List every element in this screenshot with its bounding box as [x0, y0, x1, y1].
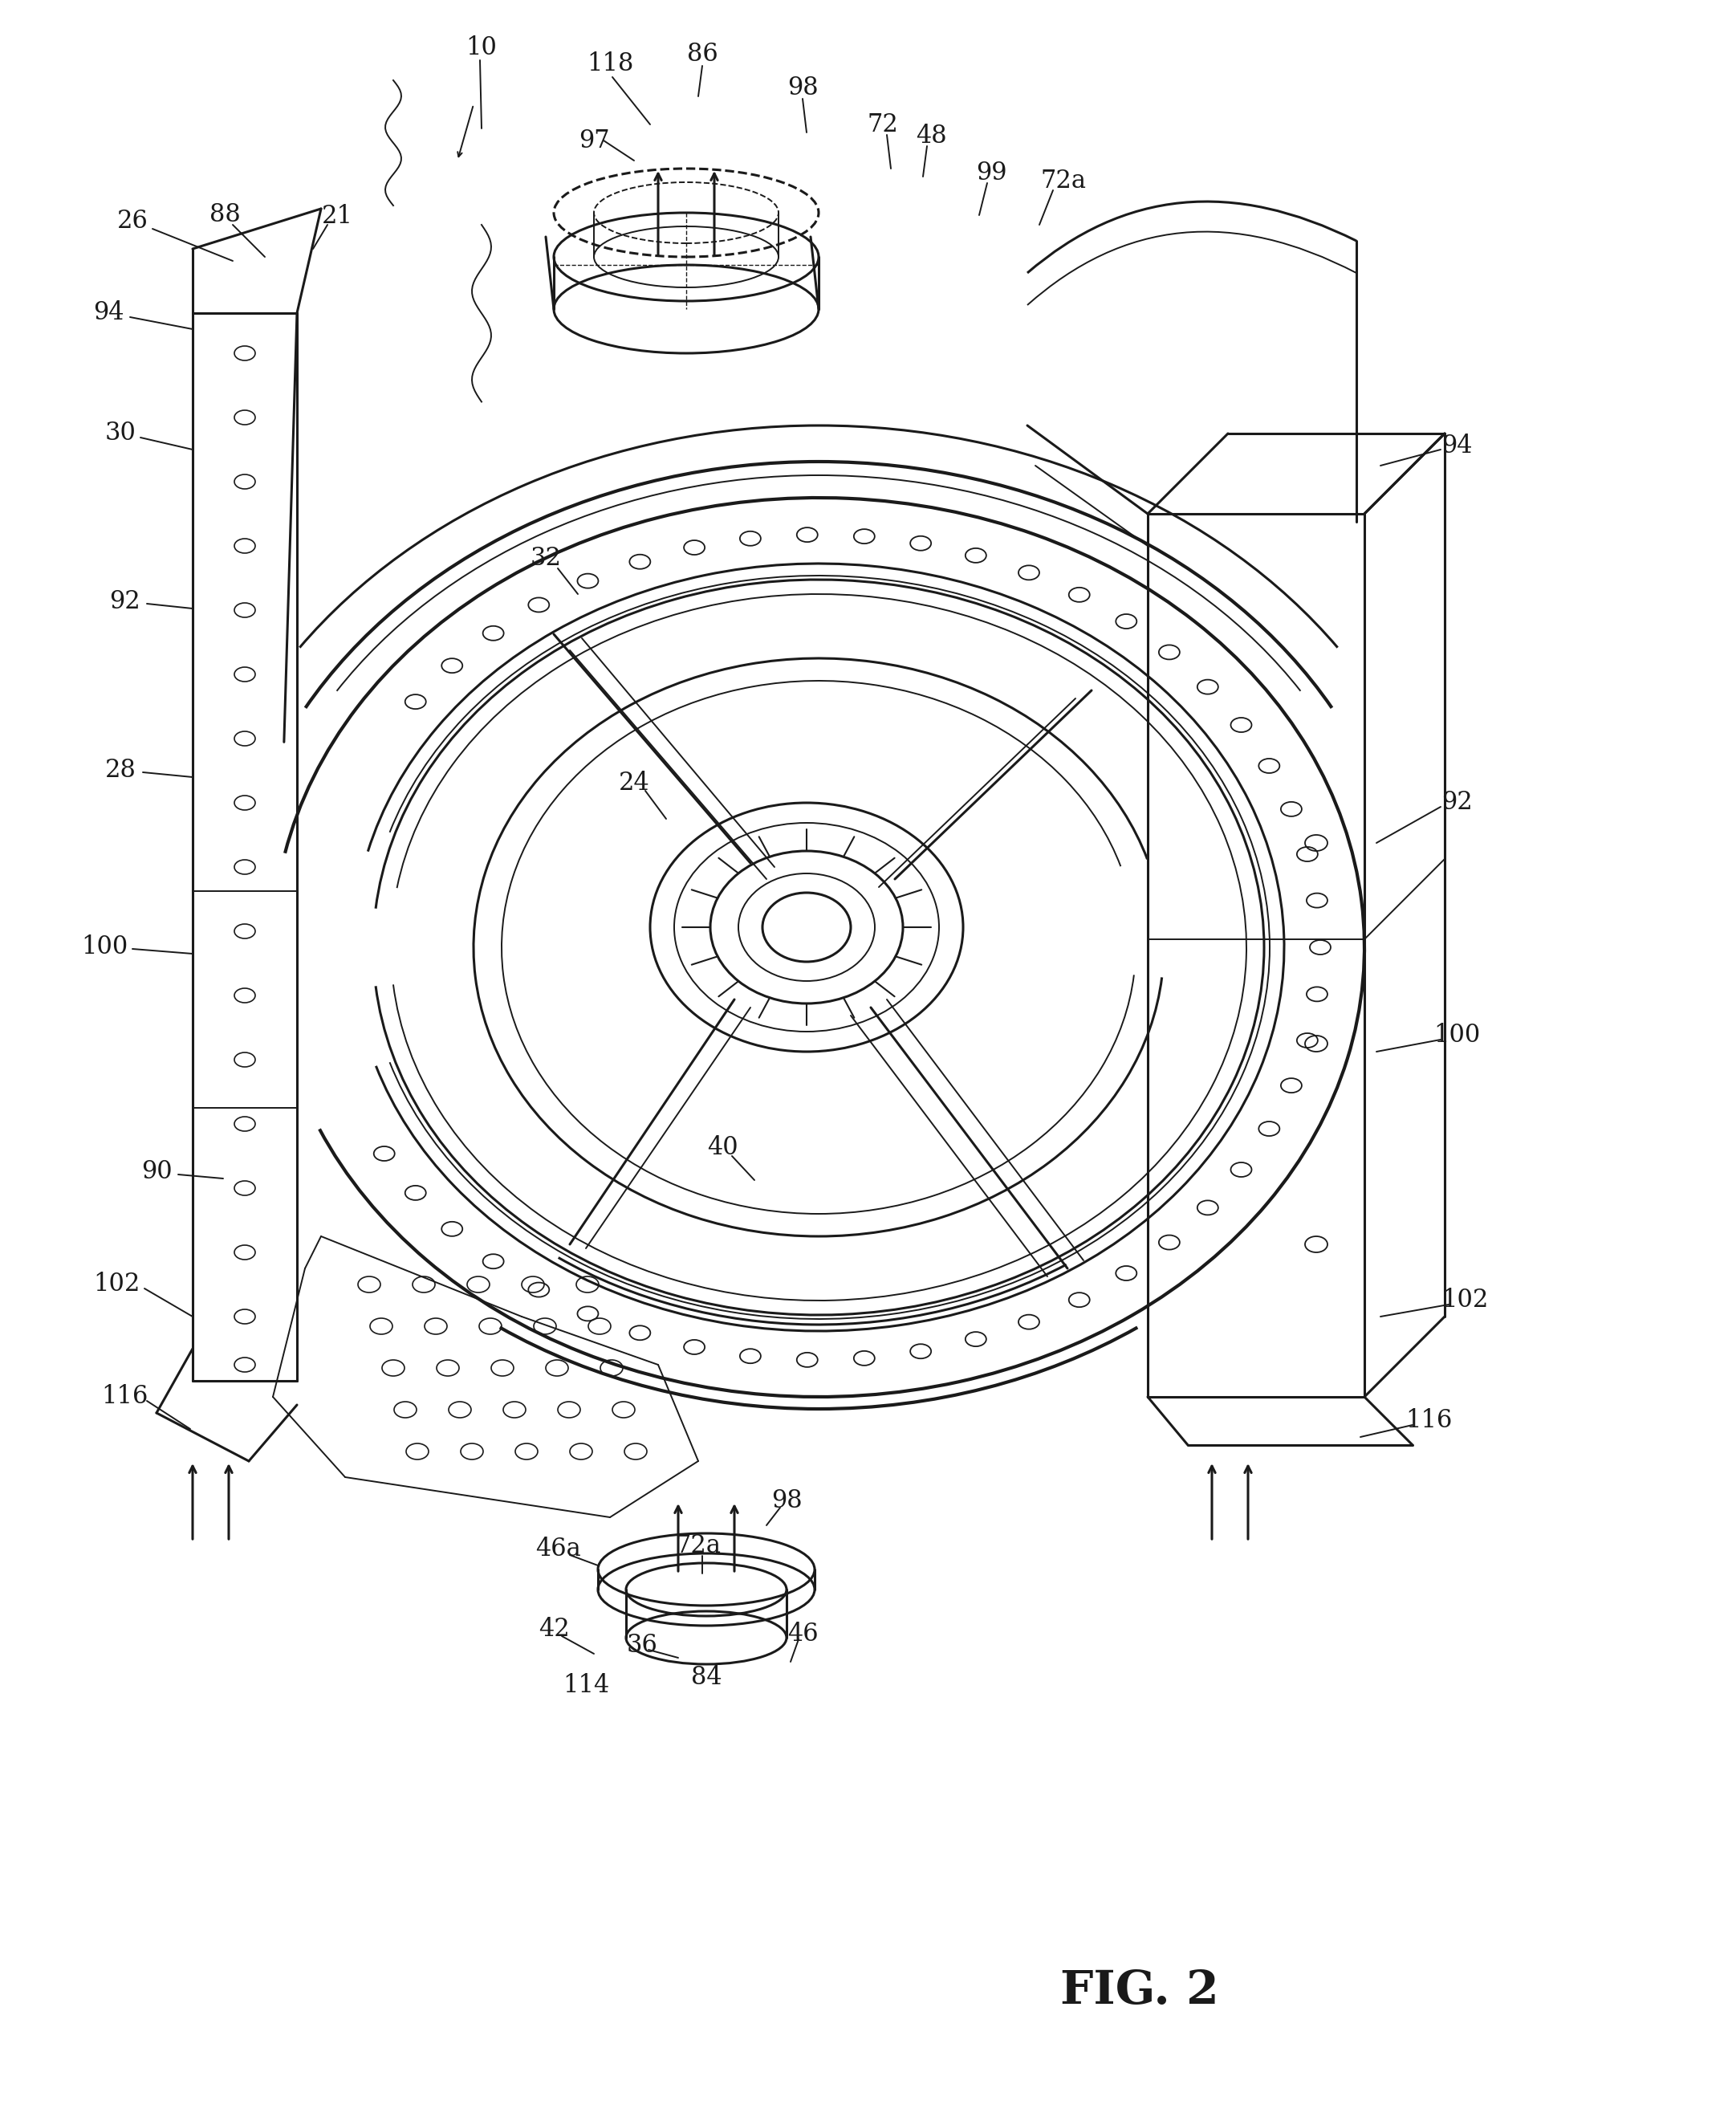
Text: 42: 42 — [538, 1617, 569, 1643]
Text: 46a: 46a — [535, 1536, 580, 1562]
Text: 100: 100 — [1434, 1022, 1481, 1048]
Text: 118: 118 — [587, 51, 634, 76]
Text: 94: 94 — [94, 300, 123, 325]
Text: FIG. 2: FIG. 2 — [1061, 1968, 1219, 2012]
Text: 92: 92 — [1441, 790, 1472, 816]
Text: 30: 30 — [104, 421, 135, 446]
Text: 72a: 72a — [1040, 168, 1087, 193]
Text: 100: 100 — [82, 935, 128, 961]
Text: 116: 116 — [1404, 1409, 1451, 1434]
Text: 72: 72 — [868, 113, 899, 136]
Text: 26: 26 — [116, 208, 148, 234]
Text: 32: 32 — [529, 546, 561, 570]
Text: 102: 102 — [1441, 1288, 1488, 1313]
Text: 28: 28 — [104, 759, 135, 784]
Text: 98: 98 — [771, 1490, 802, 1513]
Text: 36: 36 — [627, 1634, 658, 1658]
Text: 102: 102 — [94, 1273, 141, 1296]
Text: 86: 86 — [687, 42, 717, 68]
Text: 97: 97 — [578, 127, 609, 153]
Text: 98: 98 — [786, 76, 818, 100]
Text: 90: 90 — [141, 1160, 172, 1184]
Text: 24: 24 — [618, 769, 649, 795]
Text: 84: 84 — [691, 1666, 722, 1689]
Text: 21: 21 — [321, 204, 352, 229]
Text: 10: 10 — [465, 36, 496, 62]
Text: 92: 92 — [109, 589, 141, 614]
Text: 114: 114 — [562, 1672, 609, 1698]
Text: 48: 48 — [915, 123, 946, 149]
Text: 94: 94 — [1441, 433, 1472, 459]
Text: 46: 46 — [786, 1621, 818, 1647]
Text: 88: 88 — [208, 202, 240, 227]
Text: 40: 40 — [707, 1135, 738, 1160]
Text: 72a: 72a — [675, 1532, 720, 1558]
Text: 116: 116 — [101, 1383, 148, 1409]
Text: 99: 99 — [976, 159, 1007, 185]
